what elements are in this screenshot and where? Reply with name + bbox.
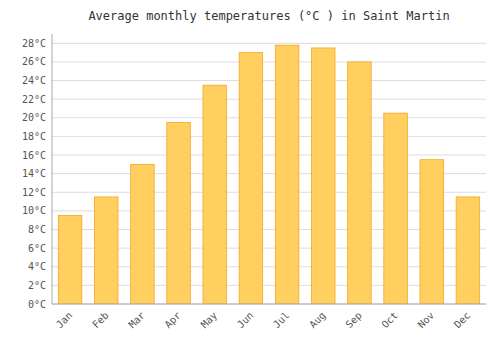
- y-tick-label: 12°C: [22, 187, 46, 198]
- title: Average monthly temperatures (°C ) in Sa…: [88, 9, 449, 23]
- x-tick-label: Jul: [271, 310, 292, 331]
- y-tick-label: 2°C: [28, 280, 46, 291]
- grid-line: [52, 80, 486, 81]
- bar: [384, 113, 408, 304]
- bar: [94, 197, 118, 304]
- bar: [456, 197, 480, 304]
- x-axis-line: [52, 304, 486, 305]
- x-tick-label: Nov: [416, 310, 437, 331]
- x-tick-label: May: [199, 310, 220, 331]
- y-axis-line: [52, 34, 53, 304]
- bars: [58, 45, 479, 304]
- bar: [131, 164, 155, 304]
- bar: [311, 48, 335, 304]
- y-tick-label: 16°C: [22, 150, 46, 161]
- x-tick-label: Sep: [343, 310, 364, 331]
- bar: [239, 53, 263, 304]
- grid-line: [52, 99, 486, 100]
- x-tick-label: Aug: [307, 310, 328, 331]
- y-tick-label: 10°C: [22, 205, 46, 216]
- x-tick-label: Jan: [54, 310, 75, 331]
- x-tick-label: Jun: [235, 310, 256, 331]
- x-tick-label: Apr: [162, 310, 183, 331]
- y-tick-label: 18°C: [22, 131, 46, 142]
- y-tick-label: 14°C: [22, 168, 46, 179]
- y-tick-label: 6°C: [28, 243, 46, 254]
- grid-line: [52, 155, 486, 156]
- grid-line: [52, 136, 486, 137]
- bar: [348, 62, 372, 304]
- bar: [203, 85, 227, 304]
- y-tick-label: 26°C: [22, 56, 46, 67]
- x-tick-label: Oct: [379, 310, 400, 331]
- y-axis: 0°C 2°C 4°C 6°C 8°C 10°C 12°C 14°C 16°C 18°C 20°C 2…: [22, 34, 52, 310]
- y-tick-label: 8°C: [28, 224, 46, 235]
- grid-line: [52, 304, 486, 305]
- bar: [167, 122, 191, 304]
- x-tick-label: Dec: [452, 310, 473, 331]
- y-tick-label: 22°C: [22, 94, 46, 105]
- y-tick-label: 24°C: [22, 75, 46, 86]
- x-axis: Jan Feb Mar Apr May Jun Jul Aug Sep Oct Nov Dec: [52, 304, 486, 330]
- bar: [420, 160, 444, 304]
- y-tick-label: 20°C: [22, 112, 46, 123]
- x-tick-label: Feb: [90, 310, 111, 331]
- y-tick-label: 0°C: [28, 299, 46, 310]
- y-tick-label: 4°C: [28, 261, 46, 272]
- grid-line: [52, 117, 486, 118]
- grid: [52, 43, 486, 304]
- bar: [275, 45, 299, 304]
- bar: [58, 216, 82, 304]
- grid-line: [52, 61, 486, 62]
- x-tick-label: Mar: [126, 310, 147, 331]
- grid-line: [52, 43, 486, 44]
- chart: Average monthly temperatures (°C ) in Sa…: [0, 0, 500, 350]
- y-tick-label: 28°C: [22, 38, 46, 49]
